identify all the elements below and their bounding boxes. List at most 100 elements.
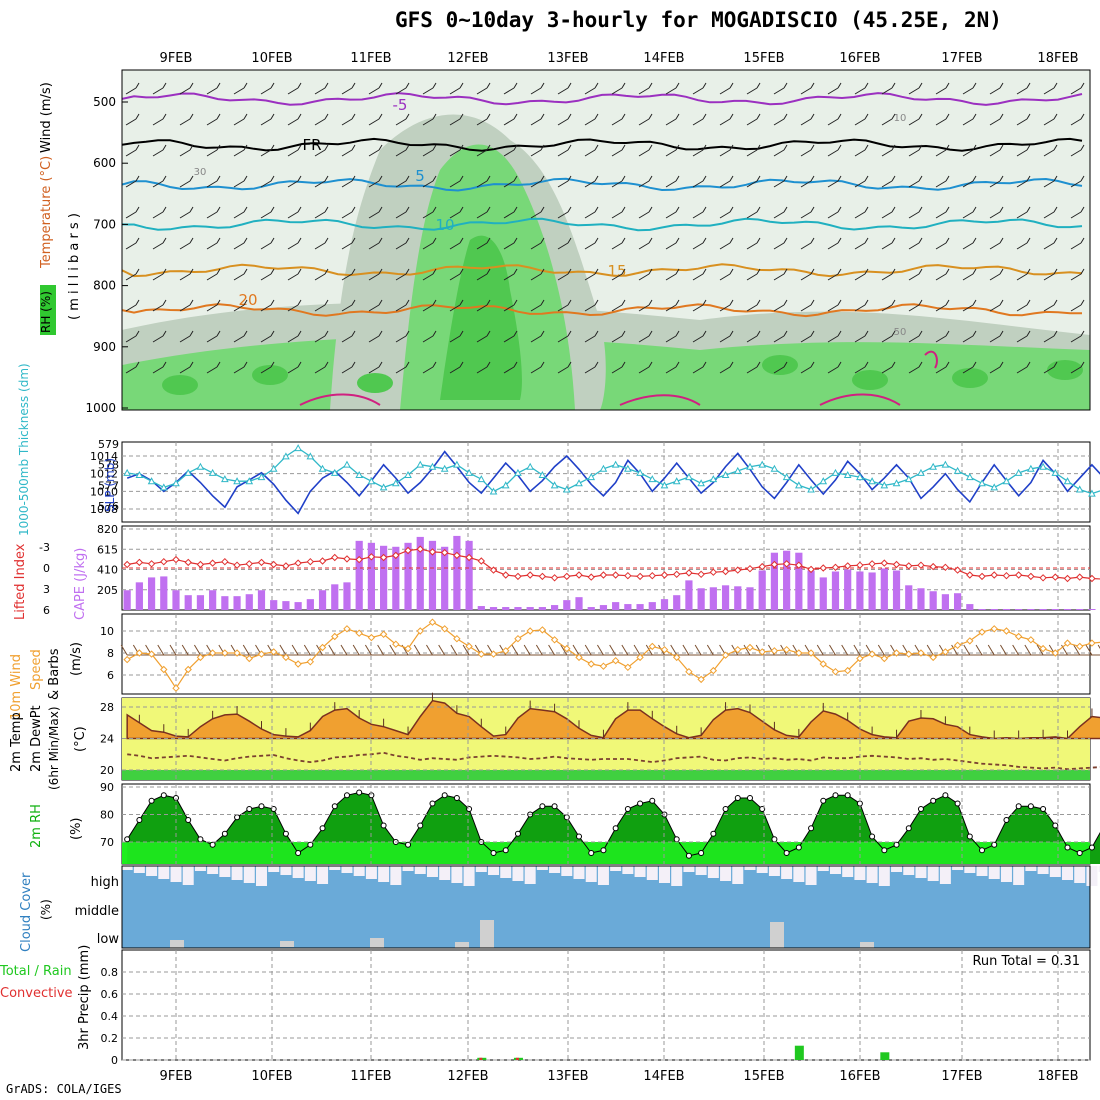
rh-blob <box>762 355 798 375</box>
wind-barb <box>125 206 140 219</box>
wind-barb <box>314 330 329 343</box>
lifted-index-marker <box>721 567 730 576</box>
thickness-marker <box>514 468 522 476</box>
pressure-tick-label: 900 <box>93 340 116 354</box>
high-cloud-gap <box>121 866 133 870</box>
wind-barb <box>746 175 761 188</box>
wind-barb <box>827 330 842 343</box>
lifted-index-marker <box>917 561 925 569</box>
thickness-marker <box>892 479 901 487</box>
wind-barb <box>665 113 680 126</box>
isotherm-contour <box>121 92 1083 106</box>
wind-barb <box>584 206 599 219</box>
high-cloud-gap <box>194 866 206 871</box>
lifted-index-marker <box>428 548 437 556</box>
low-cloud-bar <box>170 940 184 948</box>
high-cloud-gap <box>414 866 426 874</box>
wind-barb <box>611 361 626 374</box>
cape-bar <box>135 582 143 610</box>
high-cloud-gap <box>329 866 341 870</box>
wind-barb <box>422 82 437 95</box>
wind-barb <box>746 299 761 312</box>
rh2m-marker <box>441 792 448 799</box>
wind-barb <box>638 268 653 281</box>
cape-bar <box>331 584 339 610</box>
top-date-label: 13FEB <box>547 51 588 66</box>
wind-barb <box>314 268 329 281</box>
thickness-marker <box>660 481 669 489</box>
wind-barb <box>368 175 383 188</box>
wind-barb <box>827 237 842 250</box>
lifted-index-marker <box>502 571 510 579</box>
wind-barb <box>503 299 518 312</box>
cloud-unit-label: (%) <box>39 899 53 920</box>
slp-tick-label: 1010 <box>90 485 118 498</box>
rh2m-marker <box>209 841 216 848</box>
thickness-marker <box>465 468 473 476</box>
thickness-marker <box>196 462 205 470</box>
temp2m-unit-label: (°C) <box>73 726 88 752</box>
cape-tick-label: 615 <box>97 543 118 556</box>
wind-barb <box>827 82 842 95</box>
thickness-marker <box>269 464 278 472</box>
cape-bar <box>1063 609 1072 610</box>
wind-barb <box>206 144 221 157</box>
wind-barb <box>962 330 977 343</box>
wind-barb <box>935 237 950 250</box>
precip-tick-label: 0.6 <box>101 988 119 1001</box>
wind10m-speed-marker <box>428 618 437 626</box>
wind10m-speed-marker <box>563 644 571 653</box>
wind-barb <box>206 206 221 219</box>
wind-barb <box>1043 330 1058 343</box>
wind-barb <box>287 361 302 374</box>
high-cloud-gap <box>243 866 255 883</box>
cape-bar <box>966 604 974 610</box>
rh2m-marker <box>1052 822 1059 829</box>
top-date-label: 14FEB <box>643 51 684 66</box>
wind-barb <box>1016 113 1031 126</box>
wind10m-speed-marker <box>306 658 315 666</box>
wind-barb <box>881 82 896 95</box>
wind-barb <box>233 330 248 343</box>
wind-barb <box>260 237 275 250</box>
top-date-label: 12FEB <box>447 51 488 66</box>
thickness-marker <box>587 473 596 481</box>
wind-barb <box>449 113 464 126</box>
wind10m-speed-marker <box>819 660 827 668</box>
pressure-tick-label: 700 <box>93 217 116 231</box>
wind-barb <box>233 144 248 157</box>
lifted-index-marker <box>831 563 840 572</box>
wind10m-speed-marker <box>929 653 937 662</box>
bottom-date-label: 14FEB <box>643 1069 684 1084</box>
high-cloud-gap <box>439 866 451 880</box>
slp-tick-label: 1014 <box>90 450 118 463</box>
wind-barb <box>260 113 275 126</box>
lifted-index-marker <box>1063 574 1072 583</box>
high-cloud-gap <box>805 866 817 885</box>
wind-barb <box>503 82 518 95</box>
thickness-marker <box>123 468 131 476</box>
wind-barb <box>746 206 761 219</box>
wind-barb <box>1016 268 1031 281</box>
rh2m-marker <box>282 830 289 837</box>
lifted-index-marker <box>233 561 241 569</box>
lifted-index-marker <box>1027 572 1035 581</box>
rh2m-marker <box>576 833 583 840</box>
wind-barb <box>908 82 923 95</box>
wind-barb <box>341 175 356 188</box>
wind-barb <box>152 82 167 95</box>
cape-bar <box>1002 609 1011 610</box>
lifted-index-marker <box>599 571 608 579</box>
rh2m-marker <box>356 789 363 796</box>
precip-panel-frame <box>121 949 1091 1061</box>
wind-barb <box>476 175 491 188</box>
thickness-marker <box>758 460 767 468</box>
rh2m-marker <box>453 795 460 801</box>
rh2m-marker <box>331 803 338 810</box>
cape-bar <box>905 585 913 610</box>
wind-barb <box>449 206 464 219</box>
wind-barb <box>800 144 815 157</box>
wind-barb <box>881 361 896 374</box>
lifted-index-marker <box>526 571 534 579</box>
wind-barb <box>584 175 599 188</box>
